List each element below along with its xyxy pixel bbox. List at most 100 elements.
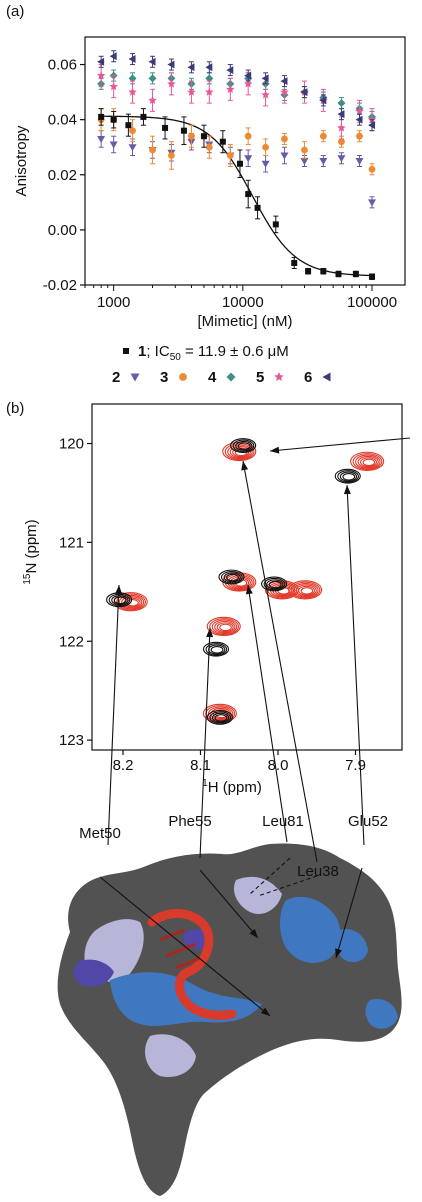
data-point-series-1 <box>236 160 243 167</box>
data-point-series-1 <box>352 270 359 277</box>
contour-line <box>300 587 314 595</box>
data-point-series-1 <box>335 270 342 277</box>
hsqc-peak-red <box>206 616 241 637</box>
data-point-series-2 <box>261 160 270 168</box>
panel-a-y-axis: -0.02 0.00 0.02 0.04 0.06 <box>43 57 85 294</box>
data-point-series-5 <box>337 123 346 132</box>
contour-line <box>206 616 241 637</box>
contour-line <box>360 457 378 468</box>
arrow-leu38-peak <box>242 460 318 863</box>
arrow-leu81-peak <box>247 584 288 843</box>
panel-a-legend: 1; IC50 = 11.9 ± 0.6 μM 2 3 4 5 6 <box>112 343 331 386</box>
data-point-series-2 <box>337 155 346 163</box>
contour-line <box>230 438 257 453</box>
panel-b-y-label-main: N (ppm) <box>23 519 40 573</box>
contour-line <box>350 451 385 471</box>
contour-line <box>339 471 358 482</box>
panel-b-plot-frame <box>91 403 403 751</box>
arrow-glu52-peak <box>346 484 365 846</box>
series-1 <box>98 108 376 280</box>
surface-patch-blue-right <box>280 896 341 963</box>
panel-a-y-axis-label: Anisotropy <box>13 125 30 196</box>
arrowhead <box>260 1007 270 1016</box>
residue-labels: Met50 Phe55 Leu81 Leu38 Glu52 <box>79 813 388 880</box>
contour-line <box>295 584 317 597</box>
data-point-series-2 <box>280 152 289 160</box>
data-point-series-4 <box>337 99 346 108</box>
panel-a: (a) -0.02 0.00 0.02 0.04 0.06 1000 10000 10000… <box>6 3 406 386</box>
legend-marker-series-2 <box>130 373 140 382</box>
contour-line <box>227 444 253 460</box>
data-point-series-6 <box>355 115 363 124</box>
data-point-series-5 <box>261 90 270 99</box>
panel-b-x-label-sup: 1 <box>202 778 208 789</box>
contour-line <box>290 581 321 599</box>
data-point-series-3 <box>319 132 327 140</box>
contour-line <box>298 585 316 596</box>
contour-line <box>209 618 240 636</box>
residue-label-leu81: Leu81 <box>262 813 304 830</box>
data-point-series-5 <box>96 71 106 80</box>
data-point-series-6 <box>244 71 252 80</box>
fit-curve-series-1 <box>99 115 373 277</box>
x-tick-label: 100000 <box>347 294 397 311</box>
arrowhead <box>206 628 214 638</box>
arrowhead <box>241 461 249 471</box>
y-tick-label: 0.02 <box>48 167 77 184</box>
contour-line <box>218 569 245 585</box>
data-point-series-5 <box>226 84 235 93</box>
dashed-leu81-surface <box>249 857 291 895</box>
series-4 <box>97 69 377 123</box>
data-point-series-1 <box>245 191 252 198</box>
data-point-series-3 <box>226 152 234 159</box>
data-point-series-2 <box>109 141 118 149</box>
panel-b-y-label-sup: 15 <box>22 573 33 585</box>
x-tick-label: 8.0 <box>268 757 289 774</box>
helix-ribbon-shading <box>159 928 201 970</box>
arrow-phe55-peak <box>199 627 211 859</box>
arrowhead <box>335 948 342 958</box>
y-tick-label: -0.02 <box>43 277 77 294</box>
panel-a-x-axis-label: [Mimetic] (nM) <box>198 313 293 330</box>
data-point-series-3 <box>368 165 376 173</box>
legend-series-1-label: 1 <box>138 343 146 360</box>
y-tick-label: 123 <box>59 732 84 749</box>
data-point-series-1 <box>180 127 187 134</box>
contour-line <box>223 572 241 583</box>
series-3 <box>97 108 376 176</box>
data-point-series-6 <box>226 66 234 75</box>
data-point-series-3 <box>301 146 308 154</box>
hsqc-peak-red <box>288 580 323 600</box>
contour-line <box>268 580 282 589</box>
legend-label-series-6: 6 <box>304 369 312 386</box>
data-point-series-1 <box>272 221 279 228</box>
data-point-series-6 <box>280 77 288 86</box>
arrowhead <box>249 928 258 938</box>
contour-line <box>211 619 238 635</box>
data-point-series-6 <box>97 57 105 66</box>
residue-label-leu38: Leu38 <box>297 863 339 880</box>
arrowhead <box>115 585 123 595</box>
data-point-series-5 <box>109 82 118 91</box>
contour-line <box>288 580 323 600</box>
data-point-series-3 <box>188 132 195 140</box>
contour-line <box>121 596 143 609</box>
contour-line <box>214 714 228 722</box>
data-point-series-5 <box>205 87 214 96</box>
data-point-series-5 <box>280 87 289 96</box>
data-point-series-3 <box>244 132 252 140</box>
contour-line <box>342 472 356 481</box>
data-point-series-6 <box>205 63 213 72</box>
x-tick-label: 8.1 <box>190 757 211 774</box>
contour-line <box>362 458 376 467</box>
y-tick-label: 122 <box>59 633 84 650</box>
panel-b-annotation-arrows <box>99 437 411 1017</box>
data-point-series-6 <box>128 55 136 64</box>
contour-line <box>293 582 319 598</box>
arrow-glu52-surface <box>335 867 363 959</box>
contour-line <box>206 709 233 725</box>
data-point-series-1 <box>125 122 132 129</box>
x-tick-label: 8.2 <box>113 757 134 774</box>
legend-row-2: 2 3 4 5 6 <box>112 369 331 386</box>
